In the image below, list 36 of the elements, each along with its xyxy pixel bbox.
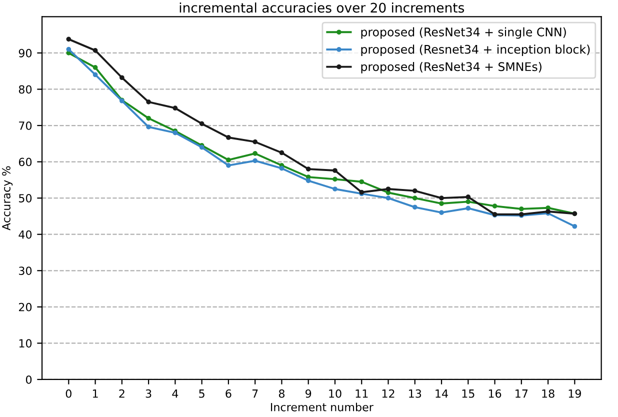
x-tick-label: 11	[356, 390, 368, 398]
y-tick-label: 50	[19, 194, 32, 202]
y-tick-label: 30	[19, 266, 32, 276]
legend-label: proposed (ResNet34 + single CNN)	[361, 27, 566, 39]
y-axis-title: Accuracy %	[2, 166, 13, 230]
x-tick-label: 12	[382, 389, 394, 398]
x-tick-label: 6	[226, 389, 232, 398]
x-tick-label: 2	[119, 389, 124, 398]
chart-title: incremental accuracies over 20 increments	[180, 2, 464, 13]
y-tick-label: 40	[18, 230, 32, 239]
y-tick-label: 70	[19, 121, 32, 130]
x-tick-label: 5	[199, 390, 204, 398]
x-tick-label: 13	[409, 389, 422, 398]
y-tick-label: 80	[18, 85, 32, 94]
x-tick-label: 19	[568, 389, 581, 398]
x-tick-label: 15	[462, 390, 474, 398]
x-tick-label: 0	[66, 389, 72, 398]
x-tick-label: 16	[488, 389, 502, 398]
x-tick-label: 17	[516, 390, 528, 398]
x-tick-label: 10	[329, 389, 342, 398]
legend-label: proposed (Resnet34 + inception block)	[361, 44, 590, 56]
x-tick-label: 7	[252, 390, 258, 398]
x-tick-label: 14	[436, 390, 448, 398]
y-tick-label: 0	[26, 375, 32, 384]
y-tick-label: 90	[18, 48, 32, 58]
x-tick-label: 4	[172, 390, 178, 398]
x-tick-label: 9	[306, 389, 312, 398]
x-tick-label: 3	[146, 389, 152, 398]
legend-label: proposed (ResNet34 + SMNEs)	[361, 62, 542, 74]
x-tick-label: 8	[278, 389, 284, 398]
y-tick-label: 20	[18, 302, 32, 312]
y-tick-label: 60	[18, 158, 32, 166]
x-tick-label: 18	[542, 389, 554, 398]
x-axis-title: Increment number	[270, 402, 374, 412]
y-tick-label: 10	[19, 339, 32, 348]
x-tick-label: 1	[92, 390, 98, 398]
